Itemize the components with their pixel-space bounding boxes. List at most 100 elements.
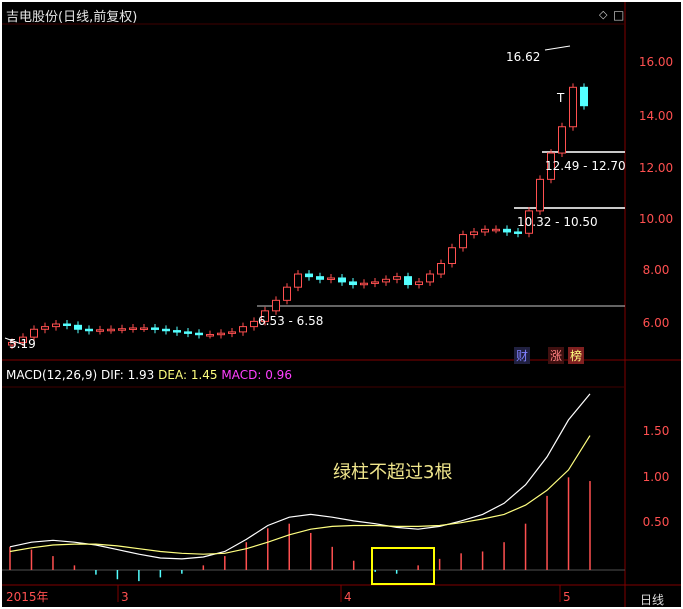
candle-body: [448, 247, 456, 265]
candle-body: [514, 231, 522, 234]
candle-body: [404, 276, 412, 286]
candle-body: [217, 332, 225, 336]
candle-body: [327, 277, 335, 280]
macd-axis: 1.50 1.00 0.50: [643, 424, 670, 529]
candle-body: [492, 228, 500, 232]
candle-body: [140, 327, 148, 330]
gap2-label: 10.32 - 10.50: [517, 215, 598, 229]
candle-body: [382, 278, 390, 283]
price-axis: 16.00 14.00 12.00 10.00 8.00 6.00: [639, 55, 673, 330]
annotation-note: 绿柱不超过3根: [333, 462, 453, 483]
dif-line: [9, 393, 591, 560]
candle-body: [239, 326, 247, 333]
date-tick-label: 4: [344, 590, 352, 604]
candle-body: [19, 336, 27, 343]
candle-body: [195, 332, 203, 336]
candle-body: [470, 231, 478, 236]
candle-body: [272, 299, 280, 312]
period-label[interactable]: 日线: [640, 593, 665, 607]
candle-body: [8, 341, 16, 346]
candle-body: [536, 178, 544, 212]
date-tick-label: 2015年: [6, 590, 49, 604]
candle-body: [129, 327, 137, 330]
macd-tick-label: 1.50: [643, 424, 670, 438]
candle-body: [437, 263, 445, 275]
high-price-label: 16.62: [506, 50, 540, 64]
date-axis: 2015年 3 4 5: [6, 585, 571, 604]
indicator-name: MACD(12,26,9): [6, 368, 98, 382]
candle-body: [349, 281, 357, 286]
candle-body: [107, 328, 115, 332]
price-tick-label: 12.00: [639, 161, 673, 175]
price-tick-label: 8.00: [643, 263, 670, 277]
dif-value: 1.93: [127, 368, 155, 382]
gap3-label: 12.49 - 12.70: [545, 159, 626, 173]
candle-body: [503, 228, 511, 233]
candle-body: [459, 234, 467, 249]
highlight-box: [371, 547, 435, 585]
candle-body: [184, 331, 192, 334]
candle-body: [41, 326, 49, 330]
candle-body: [316, 276, 324, 280]
date-tick-label: 5: [563, 590, 571, 604]
candle-body: [250, 320, 258, 328]
candle-body: [371, 281, 379, 284]
menu-icon[interactable]: □: [613, 8, 625, 22]
candle-body: [558, 126, 566, 154]
candle-body: [74, 324, 82, 330]
candle-body: [85, 328, 93, 332]
candle-body: [481, 228, 489, 233]
indicator-legend[interactable]: MACD(12,26,9) DIF: 1.93 DEA: 1.45 MACD: …: [6, 368, 292, 382]
macd-tick-label: 0.50: [643, 515, 670, 529]
price-annotations: 16.62 5.19 6.53 - 6.58 10.32 - 10.50 12.…: [4, 45, 626, 351]
candle-body: [118, 328, 126, 331]
gap-lines: [257, 151, 625, 307]
candle-body: [52, 323, 60, 328]
low-pointer: [4, 337, 25, 346]
candle-body: [96, 329, 104, 332]
candle-body: [228, 331, 236, 334]
t-marker: T: [556, 91, 565, 105]
ranking-badge[interactable]: 榜: [568, 347, 585, 364]
price-tick-label: 14.00: [639, 109, 673, 123]
candle-body: [305, 273, 313, 278]
dea-label: DEA:: [158, 368, 188, 382]
candle-body: [283, 286, 291, 301]
candle-body: [547, 152, 555, 180]
macd-label: MACD:: [221, 368, 262, 382]
dif-label: DIF:: [100, 368, 124, 382]
macd-tick-label: 1.00: [643, 470, 670, 484]
candle-body: [173, 330, 181, 333]
candle-body: [151, 327, 159, 330]
candle-body: [261, 310, 269, 322]
diamond-icon[interactable]: ◇: [599, 8, 608, 21]
rise-badge[interactable]: 涨: [548, 347, 565, 364]
price-tick-label: 6.00: [643, 316, 670, 330]
date-tick-label: 3: [121, 590, 129, 604]
chart-title: 吉电股份(日线,前复权): [6, 10, 138, 25]
finance-badge[interactable]: 财: [514, 347, 531, 364]
candle-body: [338, 277, 346, 283]
macd-value: 0.96: [265, 368, 292, 382]
candlestick-series: [8, 83, 588, 349]
dea-line: [9, 435, 591, 555]
candle-body: [426, 273, 434, 283]
candle-body: [294, 273, 302, 288]
price-tick-label: 16.00: [639, 55, 673, 69]
macd-histogram: [9, 477, 591, 582]
candle-body: [525, 210, 533, 234]
price-tick-label: 10.00: [639, 212, 673, 226]
high-pointer: [544, 45, 571, 51]
candle-body: [63, 323, 71, 326]
candle-body: [162, 328, 170, 332]
candle-body: [393, 276, 401, 280]
candle-body: [30, 328, 38, 338]
candle-body: [415, 281, 423, 286]
candle-body: [206, 334, 214, 337]
candle-body: [360, 282, 368, 286]
candle-body: [569, 86, 577, 128]
gap1-label: 6.53 - 6.58: [258, 314, 323, 328]
